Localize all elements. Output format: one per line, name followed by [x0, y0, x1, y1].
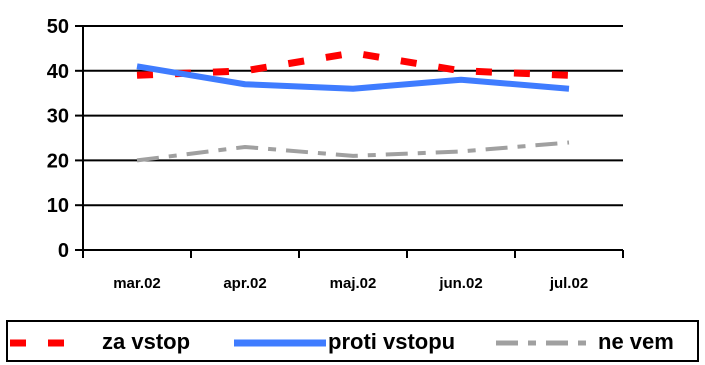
data-point-ne-vem	[245, 146, 246, 147]
y-tick-label: 30	[47, 106, 69, 128]
series-line-ne-vem	[136, 140, 570, 163]
data-point-za-vstop	[137, 75, 138, 76]
legend: za vstop proti vstopu ne vem	[6, 320, 699, 362]
data-point-za-vstop	[461, 70, 462, 71]
data-point-ne-vem	[569, 142, 570, 143]
data-point-ne-vem	[461, 151, 462, 152]
line-chart: 0 10 20 30 40 50 mar.02 apr.02 maj.02 jun.02 jul.…	[47, 16, 624, 292]
data-point-ne-vem	[137, 160, 138, 161]
data-point-za-vstop	[353, 52, 354, 53]
series-line-proti-vstopu	[136, 63, 570, 92]
data-point-proti-vstopu	[569, 88, 570, 89]
data-point-proti-vstopu	[137, 66, 138, 67]
series-lines	[136, 49, 570, 163]
data-point-proti-vstopu	[245, 84, 246, 85]
legend-label-proti-vstopu: proti vstopu	[328, 329, 456, 354]
y-tick-label: 40	[47, 61, 69, 83]
axes	[75, 25, 624, 258]
data-point-proti-vstopu	[353, 88, 354, 89]
x-tick-label: maj.02	[330, 275, 377, 292]
series-line-za-vstop	[136, 49, 570, 79]
y-tick-label: 50	[47, 16, 69, 38]
x-tick-labels: mar.02 apr.02 maj.02 jun.02 jul.02	[113, 275, 588, 292]
data-point-proti-vstopu	[461, 79, 462, 80]
legend-label-za-vstop: za vstop	[102, 329, 191, 354]
y-tick-labels: 0 10 20 30 40 50	[47, 16, 69, 262]
x-tick-label: mar.02	[113, 275, 161, 292]
y-tick-label: 20	[47, 150, 69, 172]
x-tick-label: jul.02	[549, 275, 588, 292]
x-tick-label: jun.02	[438, 275, 482, 292]
legend-label-ne-vem: ne vem	[598, 329, 674, 354]
data-point-ne-vem	[353, 155, 354, 156]
y-tick-label: 10	[47, 195, 69, 217]
data-point-za-vstop	[569, 75, 570, 76]
data-point-za-vstop	[245, 70, 246, 71]
y-tick-label: 0	[58, 240, 69, 262]
x-tick-label: apr.02	[223, 275, 266, 292]
